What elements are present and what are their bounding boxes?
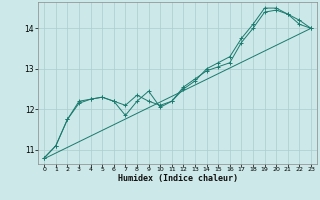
X-axis label: Humidex (Indice chaleur): Humidex (Indice chaleur) — [118, 174, 238, 183]
